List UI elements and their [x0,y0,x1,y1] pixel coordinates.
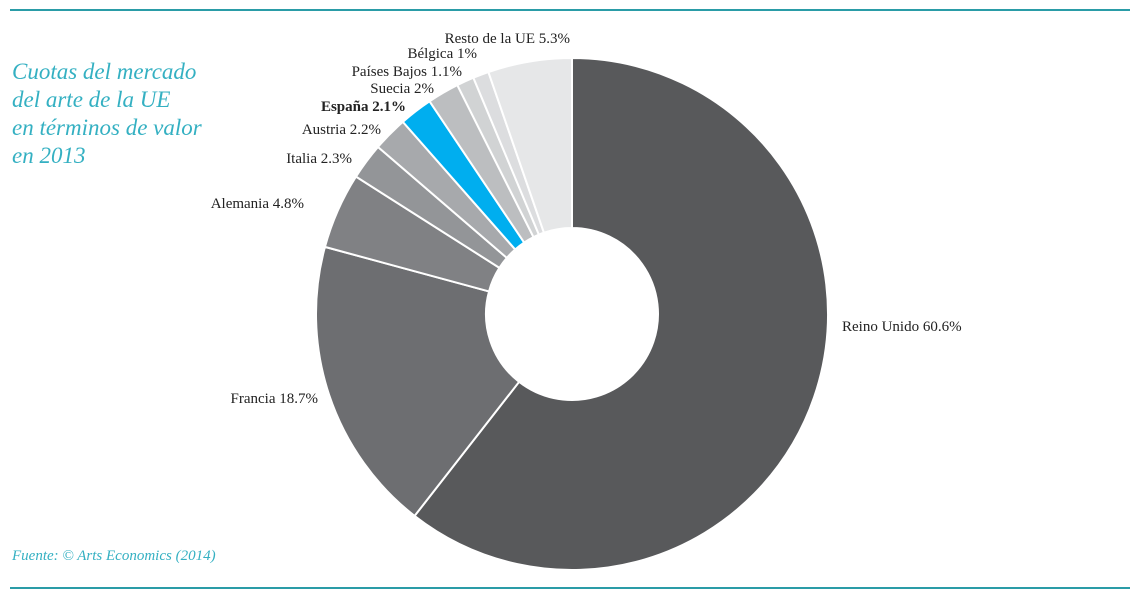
title-line-3: en términos de valor [12,115,202,140]
title-line-2: del arte de la UE [12,87,171,112]
slice-resto-de-la-ue [487,56,573,234]
title-line-4: en 2013 [12,143,86,168]
slice-reino-unido [413,56,829,571]
label-reino-unido: Reino Unido 60.6% [842,319,962,335]
source-note: Fuente: © Arts Economics (2014) [12,548,216,564]
label-italia: Italia 2.3% [286,151,352,167]
label-francia: Francia 18.7% [231,391,318,407]
bottom-rule [10,587,1130,589]
label-suecia: Suecia 2% [370,81,434,97]
top-rule [10,9,1130,11]
title-line-1: Cuotas del mercado [12,59,197,84]
slice-francia [315,245,521,518]
label-paises-bajos: Países Bajos 1.1% [352,64,462,80]
label-belgica: Bélgica 1% [407,46,477,62]
chart-title: Cuotas del mercado del arte de la UE en … [12,58,242,170]
label-austria: Austria 2.2% [302,122,381,138]
label-resto-de-la-ue: Resto de la UE 5.3% [445,31,570,47]
label-espana: España 2.1% [321,99,406,115]
label-alemania: Alemania 4.8% [211,196,304,212]
